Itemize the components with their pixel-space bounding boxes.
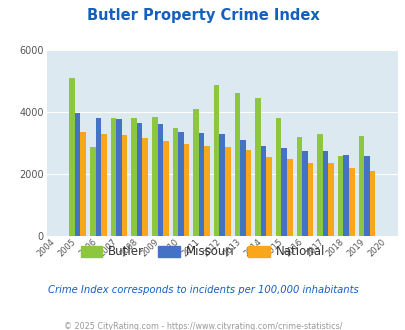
Bar: [95, 118, 101, 236]
Bar: [142, 138, 148, 236]
Text: Crime Index corresponds to incidents per 100,000 inhabitants: Crime Index corresponds to incidents per…: [47, 285, 358, 295]
Bar: [286, 159, 292, 236]
Bar: [157, 124, 163, 236]
Bar: [204, 146, 209, 236]
Bar: [151, 116, 157, 236]
Text: Butler Property Crime Index: Butler Property Crime Index: [86, 8, 319, 23]
Bar: [136, 123, 142, 236]
Bar: [116, 119, 121, 236]
Bar: [163, 142, 168, 236]
Legend: Butler, Missouri, National: Butler, Missouri, National: [76, 241, 329, 263]
Bar: [240, 140, 245, 236]
Bar: [358, 136, 363, 236]
Bar: [183, 144, 189, 236]
Bar: [322, 151, 328, 236]
Bar: [110, 118, 116, 236]
Bar: [101, 134, 107, 236]
Bar: [275, 118, 281, 236]
Bar: [296, 137, 301, 236]
Bar: [337, 156, 343, 236]
Bar: [363, 156, 369, 236]
Bar: [255, 98, 260, 236]
Text: © 2025 CityRating.com - https://www.cityrating.com/crime-statistics/: © 2025 CityRating.com - https://www.city…: [64, 322, 341, 330]
Bar: [234, 93, 240, 236]
Bar: [307, 163, 313, 236]
Bar: [219, 134, 224, 236]
Bar: [316, 134, 322, 236]
Bar: [178, 132, 183, 236]
Bar: [301, 151, 307, 236]
Bar: [80, 132, 86, 236]
Bar: [131, 118, 136, 236]
Bar: [198, 133, 204, 236]
Bar: [213, 85, 219, 236]
Bar: [245, 150, 251, 236]
Bar: [193, 109, 198, 236]
Bar: [328, 163, 333, 236]
Bar: [281, 148, 286, 236]
Bar: [224, 147, 230, 236]
Bar: [172, 128, 178, 236]
Bar: [75, 113, 80, 236]
Bar: [122, 135, 127, 236]
Bar: [369, 171, 374, 236]
Bar: [343, 155, 348, 236]
Bar: [266, 157, 271, 236]
Bar: [69, 78, 75, 236]
Bar: [260, 147, 266, 236]
Bar: [348, 168, 354, 236]
Bar: [90, 147, 95, 236]
